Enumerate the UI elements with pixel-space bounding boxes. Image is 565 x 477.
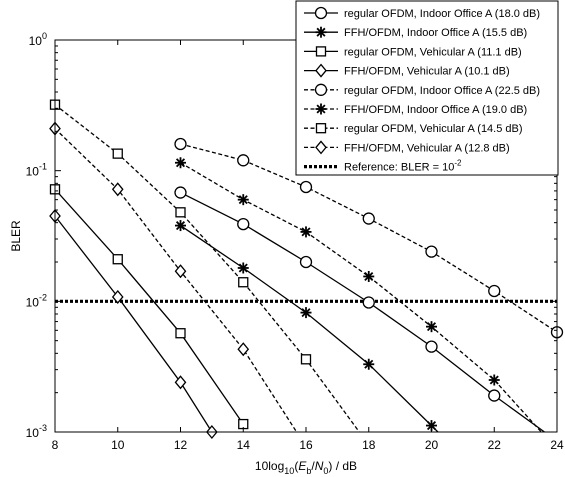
legend-item-2: FFH/OFDM, Indoor Office A (15.5 dB): [304, 26, 527, 39]
legend-label: regular OFDM, Indoor Office A (22.5 dB): [344, 85, 540, 97]
data-point: [488, 284, 501, 298]
data-point: [237, 342, 250, 357]
data-point: [112, 148, 123, 159]
data-point: [362, 296, 375, 309]
legend-item-9: Reference: BLER = 10-2: [304, 159, 462, 174]
x-tick-label: 10: [111, 438, 125, 452]
y-tick-label: 100: [29, 31, 47, 48]
data-point: [237, 194, 249, 206]
series-line-2: [180, 225, 439, 432]
legend-item-3: regular OFDM, Vehicular A (11.1 dB): [304, 46, 522, 58]
data-point: [488, 389, 501, 402]
x-tick-label: 20: [425, 438, 439, 452]
data-point: [175, 207, 186, 218]
legend-label: FFH/OFDM, Vehicular A (10.1 dB): [344, 66, 510, 78]
data-point: [175, 328, 186, 339]
legend-marker: [315, 123, 327, 134]
legend-marker: [314, 6, 328, 20]
x-tick-label: 24: [550, 438, 564, 452]
legend-item-6: FFH/OFDM, Indoor Office A (19.0 dB): [304, 103, 527, 116]
data-point: [300, 226, 312, 238]
data-point: [363, 358, 375, 370]
legend-label: FFH/OFDM, Vehicular A (12.8 dB): [344, 142, 510, 154]
legend-marker: [314, 83, 328, 96]
legend-label: FFH/OFDM, Indoor Office A (19.0 dB): [344, 104, 527, 116]
y-axis-label: BLER: [9, 220, 23, 252]
series-line-4: [55, 215, 213, 432]
data-point: [237, 262, 249, 274]
data-point: [237, 217, 250, 231]
data-point: [425, 340, 438, 353]
data-point: [111, 289, 124, 304]
y-tick-label: 10-1: [26, 162, 47, 179]
y-tick-label: 10-2: [26, 292, 47, 309]
data-point: [363, 270, 375, 282]
legend-box: [295, 0, 559, 176]
legend-label: Reference: BLER = 10-2: [344, 159, 462, 174]
legend-marker: [315, 140, 327, 155]
legend-marker: [315, 103, 327, 115]
data-point: [300, 354, 312, 365]
data-point: [237, 154, 250, 167]
series-line-3: [55, 188, 244, 425]
legend-label: FFH/OFDM, Indoor Office A (15.5 dB): [344, 27, 527, 39]
data-point: [488, 374, 500, 386]
data-point: [238, 277, 249, 288]
x-tick-label: 12: [174, 438, 188, 452]
data-point: [426, 321, 437, 333]
x-tick-label: 8: [52, 438, 59, 452]
legend-marker: [315, 63, 327, 78]
x-tick-label: 14: [237, 438, 251, 452]
legend-item-5: regular OFDM, Indoor Office A (22.5 dB): [304, 83, 540, 97]
data-point: [362, 212, 375, 225]
data-point: [175, 220, 186, 232]
data-point: [300, 307, 312, 319]
legend: regular OFDM, Indoor Office A (18.0 dB) F…: [295, 0, 559, 176]
data-point: [112, 254, 123, 265]
axes: 8 10 12 14 16 18 20 22 24 100 10-1 10-2 10-3 BLER 10lo…: [9, 31, 564, 476]
legend-item-1: regular OFDM, Indoor Office A (18.0 dB): [304, 6, 540, 20]
data-point: [174, 264, 187, 279]
data-point: [111, 182, 124, 197]
legend-item-4: FFH/OFDM, Vehicular A (10.1 dB): [304, 63, 510, 78]
data-point: [175, 157, 186, 169]
legend-item-7: regular OFDM, Vehicular A (14.5 dB): [304, 123, 523, 135]
data-point: [299, 255, 313, 269]
legend-label: regular OFDM, Vehicular A (14.5 dB): [344, 123, 523, 135]
data-point: [425, 245, 438, 258]
x-tick-label: 18: [362, 438, 376, 452]
x-tick-label: 16: [299, 438, 313, 452]
legend-marker: [315, 46, 327, 57]
legend-label: regular OFDM, Vehicular A (11.1 dB): [344, 46, 522, 58]
data-point: [174, 375, 187, 390]
legend-item-8: FFH/OFDM, Vehicular A (12.8 dB): [304, 140, 510, 155]
legend-label: regular OFDM, Indoor Office A (18.0 dB): [344, 8, 540, 20]
data-point: [174, 186, 187, 199]
plot-area: [49, 99, 564, 440]
series-line-7: [55, 104, 360, 432]
data-point: [299, 180, 313, 194]
legend-marker: [315, 26, 327, 38]
x-tick-label: 22: [488, 438, 502, 452]
data-point: [174, 137, 187, 151]
x-axis-label: 10log10(Eb/N0) / dB: [255, 459, 357, 476]
y-tick-label: 10-3: [26, 423, 47, 440]
